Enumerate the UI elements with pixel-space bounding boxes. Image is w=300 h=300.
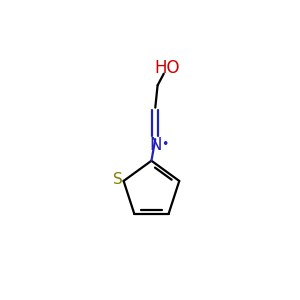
Text: HO: HO [155, 59, 180, 77]
Text: S: S [112, 172, 122, 187]
Text: N: N [149, 136, 161, 154]
Text: •: • [161, 138, 168, 151]
